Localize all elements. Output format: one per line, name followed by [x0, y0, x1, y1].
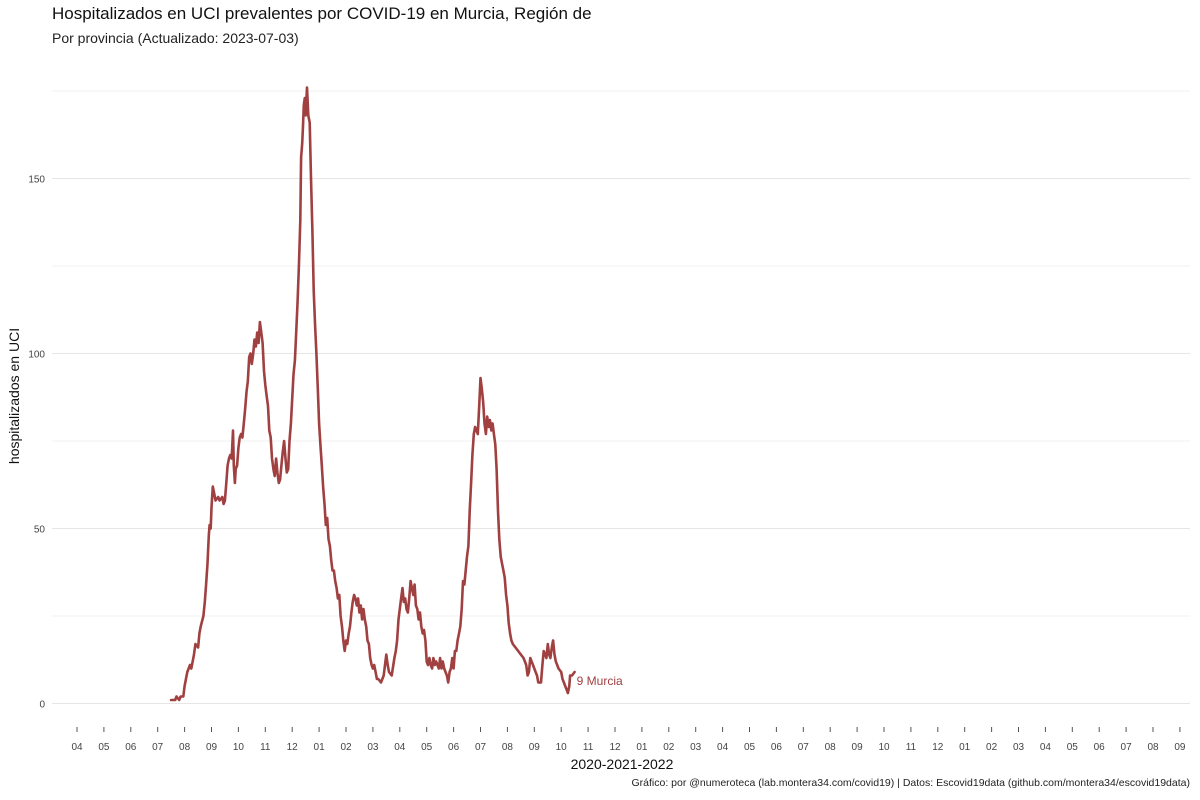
y-tick-label: 150 [28, 175, 45, 186]
chart-subtitle: Por provincia (Actualizado: 2023-07-03) [52, 30, 299, 46]
x-tick-label: 10 [556, 742, 568, 753]
series-line-murcia [169, 86, 576, 702]
x-axis-ticks: 04 05 06 07 08 09 10 11 12 01 02 03 04 05 06 07 08 09 10 11… [71, 742, 1185, 753]
x-tick-label: 05 [421, 742, 433, 753]
y-axis-ticks: 0 50 100 150 [28, 175, 45, 711]
x-tick-label: 07 [475, 742, 487, 753]
x-tick-label: 07 [152, 742, 164, 753]
x-tick-label: 08 [502, 742, 514, 753]
x-tick-label: 02 [663, 742, 675, 753]
x-tick-label: 09 [529, 742, 541, 753]
y-tick-label: 50 [34, 525, 46, 536]
x-tick-label: 07 [798, 742, 810, 753]
x-tick-label: 06 [771, 742, 783, 753]
x-tick-label: 10 [878, 742, 890, 753]
y-axis-title: hospitalizados en UCI [6, 328, 22, 464]
x-tick-label: 12 [287, 742, 299, 753]
x-tick-label: 01 [636, 742, 648, 753]
x-tick-label: 03 [1013, 742, 1025, 753]
x-tick-label: 05 [744, 742, 756, 753]
x-tick-label: 08 [825, 742, 837, 753]
x-tick-label: 04 [71, 742, 83, 753]
x-tick-label: 02 [340, 742, 352, 753]
x-tick-label: 11 [260, 742, 271, 753]
x-tick-label: 03 [367, 742, 379, 753]
y-tick-label: 100 [28, 350, 45, 361]
x-tick-label: 09 [1174, 742, 1186, 753]
x-tick-label: 02 [986, 742, 998, 753]
x-tick-label: 11 [906, 742, 917, 753]
x-tick-label: 06 [448, 742, 460, 753]
x-tick-label: 05 [1067, 742, 1079, 753]
x-tick-label: 09 [852, 742, 864, 753]
x-tick-label: 10 [233, 742, 245, 753]
x-tick-label: 03 [690, 742, 702, 753]
x-tick-label: 11 [583, 742, 594, 753]
series-group: 9 Murcia [169, 86, 623, 702]
x-axis-tick-marks [76, 727, 1181, 732]
x-tick-label: 01 [314, 742, 326, 753]
x-tick-label: 04 [1040, 742, 1052, 753]
chart-caption: Gráfico: por @numeroteca (lab.montera34.… [631, 777, 1190, 789]
x-tick-label: 04 [394, 742, 406, 753]
series-end-label: 9 Murcia [577, 674, 623, 688]
x-axis-title: 2020-2021-2022 [571, 756, 674, 772]
x-tick-label: 07 [1121, 742, 1133, 753]
grid-lines [52, 90, 1190, 704]
x-tick-label: 12 [932, 742, 944, 753]
x-tick-label: 05 [98, 742, 110, 753]
x-tick-label: 04 [717, 742, 729, 753]
x-tick-label: 08 [179, 742, 191, 753]
y-tick-label: 0 [39, 700, 45, 711]
x-tick-label: 01 [959, 742, 971, 753]
chart-title: Hospitalizados en UCI prevalentes por CO… [52, 4, 592, 23]
x-tick-label: 06 [1094, 742, 1106, 753]
x-tick-label: 09 [206, 742, 218, 753]
x-tick-label: 06 [125, 742, 137, 753]
x-tick-label: 12 [609, 742, 621, 753]
x-tick-label: 08 [1147, 742, 1159, 753]
